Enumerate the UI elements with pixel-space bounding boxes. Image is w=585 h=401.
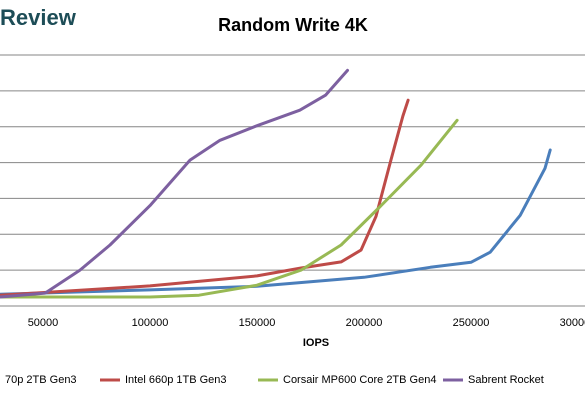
series-line bbox=[0, 98, 410, 297]
chart-title: Random Write 4K bbox=[218, 15, 368, 35]
series-line bbox=[0, 118, 459, 299]
x-tick-label: 250000 bbox=[453, 317, 490, 329]
series-line bbox=[0, 68, 349, 299]
legend-label: Corsair MP600 Core 2TB Gen4 bbox=[283, 374, 436, 386]
x-tick-label: 100000 bbox=[132, 317, 169, 329]
brand-logo: Review bbox=[0, 5, 77, 30]
x-tick-label: 50000 bbox=[28, 317, 59, 329]
x-tick-label: 300000 bbox=[560, 317, 585, 329]
legend-label: Sabrent Rocket bbox=[468, 374, 544, 386]
legend-label: Intel 660p 1TB Gen3 bbox=[125, 374, 227, 386]
x-tick-label: 200000 bbox=[346, 317, 383, 329]
series-line bbox=[0, 148, 552, 296]
x-axis-label: IOPS bbox=[303, 337, 329, 349]
legend-label: 70p 2TB Gen3 bbox=[5, 374, 77, 386]
x-tick-label: 150000 bbox=[239, 317, 276, 329]
